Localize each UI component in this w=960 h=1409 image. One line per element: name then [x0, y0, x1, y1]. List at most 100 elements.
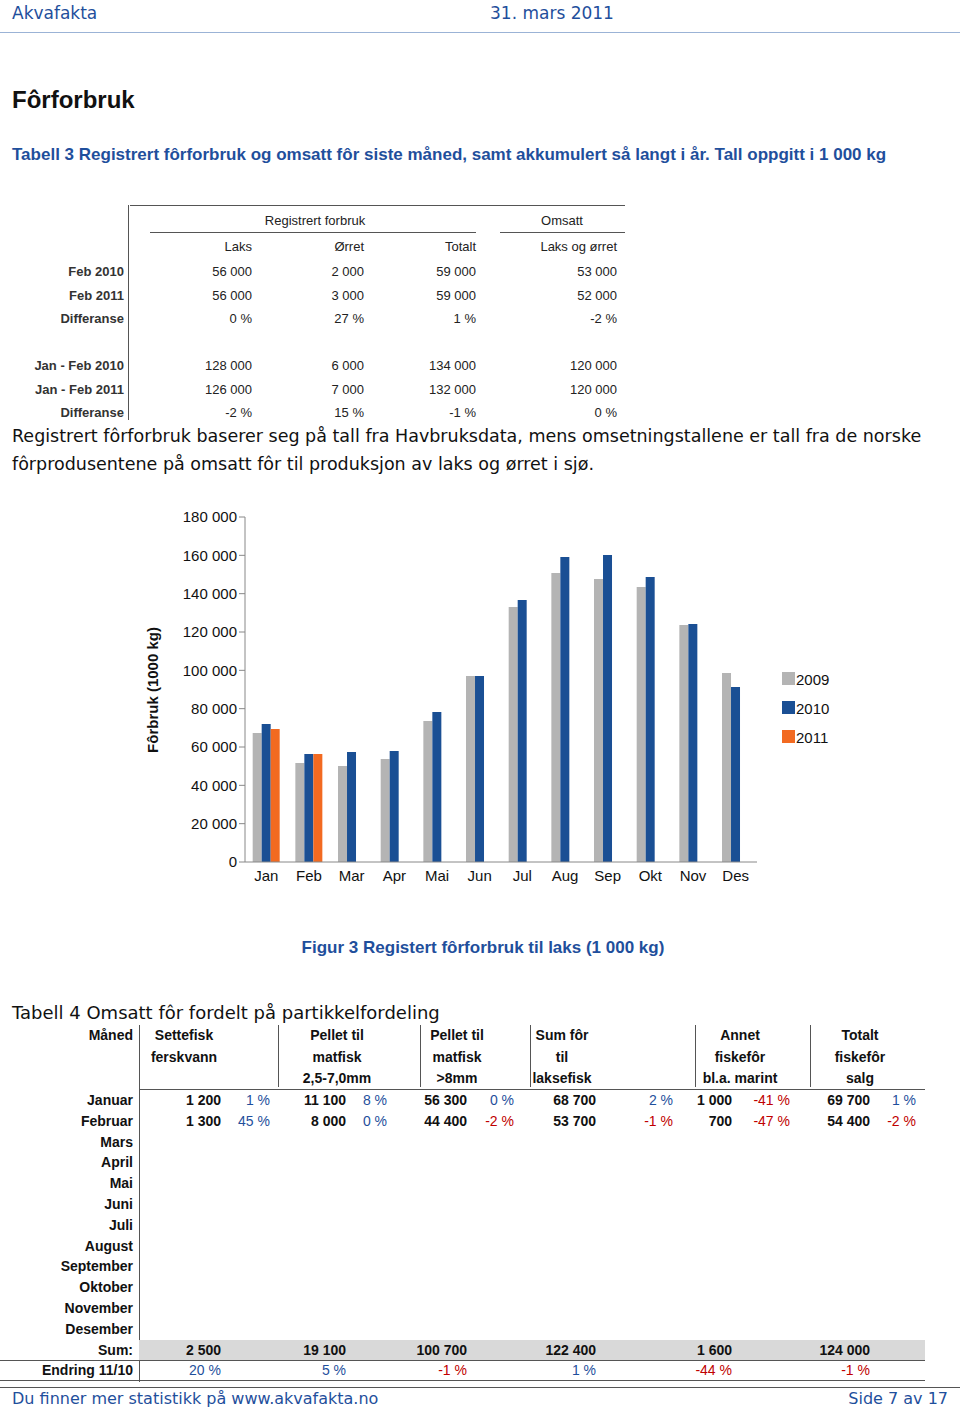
html-text:Laks: Laks — [224, 238, 252, 254]
svg-text:120 000: 120 000 — [183, 623, 237, 640]
svg-text:20 000: 20 000 — [191, 815, 237, 832]
html-text:19 100: 19 100 — [303, 1341, 346, 1358]
html-text:ferskvann: ferskvann — [150, 1048, 218, 1065]
html-text:124 000: 124 000 — [819, 1341, 870, 1358]
html-text:Differanse: Differanse — [60, 404, 124, 420]
html-text:59 000: 59 000 — [436, 263, 476, 279]
html-text:Laks og ørret: Laks og ørret — [540, 238, 617, 254]
html-text:2 500: 2 500 — [186, 1341, 221, 1358]
svg-text:Feb: Feb — [296, 867, 322, 884]
svg-text:160 000: 160 000 — [183, 547, 237, 564]
svg-text:140 000: 140 000 — [183, 585, 237, 602]
html-text:Fôrbruk (1000 kg): Fôrbruk (1000 kg) — [143, 627, 161, 753]
html-text:Mai: Mai — [109, 1175, 133, 1192]
html-text:-2 %: -2 % — [225, 404, 252, 420]
html-text:-2 %: -2 % — [485, 1112, 514, 1129]
html-text:Omsatt: Omsatt — [541, 212, 583, 228]
svg-text:Mai: Mai — [425, 867, 449, 884]
html-text:Desember: Desember — [65, 1320, 133, 1337]
svg-text:Sep: Sep — [594, 867, 621, 884]
html-text:Juli: Juli — [108, 1216, 133, 1233]
html-text:128 000: 128 000 — [205, 357, 252, 373]
html-text:Ørret: Ørret — [334, 238, 364, 254]
svg-text:180 000: 180 000 — [183, 508, 237, 525]
html-text:2010: 2010 — [796, 699, 830, 717]
html-text:Figur 3 Registert fôrforbruk t: Figur 3 Registert fôrforbruk til laks (1… — [301, 938, 665, 957]
html-text:0 %: 0 % — [362, 1112, 387, 1129]
html-text:Mars: Mars — [100, 1133, 133, 1150]
html-text:fiskefôr: fiskefôr — [714, 1048, 766, 1065]
html-text:matfisk: matfisk — [312, 1048, 362, 1065]
html-text:2009: 2009 — [796, 670, 830, 688]
html-text:Tabell 3 Registrert fôrforbruk: Tabell 3 Registrert fôrforbruk og omsatt… — [12, 145, 887, 164]
html-text:53 700: 53 700 — [553, 1112, 596, 1129]
html-text:56 000: 56 000 — [212, 263, 252, 279]
svg-text:Jan: Jan — [254, 867, 278, 884]
html-text:Side 7 av 17: Side 7 av 17 — [848, 1388, 948, 1408]
html-text:15 %: 15 % — [334, 404, 364, 420]
html-text:8 000: 8 000 — [311, 1112, 346, 1129]
html-text:53 000: 53 000 — [577, 263, 617, 279]
html-text:1 %: 1 % — [453, 310, 476, 326]
svg-text:0: 0 — [229, 853, 237, 870]
html-text:fiskefôr: fiskefôr — [834, 1048, 886, 1065]
html-text:1 %: 1 % — [571, 1362, 596, 1379]
svg-text:80 000: 80 000 — [191, 700, 237, 717]
html-text:134 000: 134 000 — [429, 357, 476, 373]
svg-text:Okt: Okt — [639, 867, 663, 884]
html-text:Registrert forbruk: Registrert forbruk — [264, 212, 366, 228]
html-text:Registrert fôrforbruk baserer: Registrert fôrforbruk baserer seg på tal… — [12, 426, 922, 474]
html-text:31. mars 2011: 31. mars 2011 — [490, 3, 614, 23]
svg-text:Jul: Jul — [513, 867, 532, 884]
html-text:54 400: 54 400 — [827, 1112, 870, 1129]
html-text:August: August — [84, 1237, 133, 1254]
html-text:6 000: 6 000 — [331, 357, 364, 373]
html-text:-2 %: -2 % — [590, 310, 617, 326]
html-text:Jan - Feb 2010: Jan - Feb 2010 — [34, 357, 124, 373]
html-text:matfisk: matfisk — [432, 1048, 482, 1065]
html-text:Oktober: Oktober — [79, 1279, 133, 1296]
html-text:Akvafakta: Akvafakta — [12, 3, 98, 23]
html-text:45 %: 45 % — [238, 1112, 270, 1129]
html-text:20 %: 20 % — [189, 1362, 221, 1379]
html-text:Totalt: Totalt — [444, 238, 476, 254]
html-text:Feb 2010: Feb 2010 — [68, 263, 124, 279]
html-text:Sum:: Sum: — [98, 1341, 133, 1358]
html-text:Fôrforbruk: Fôrforbruk — [12, 86, 135, 113]
html-text:1 600: 1 600 — [697, 1341, 732, 1358]
html-text:2011: 2011 — [796, 728, 829, 746]
html-text:2 000: 2 000 — [331, 263, 364, 279]
html-text:Endring 11/10: Endring 11/10 — [42, 1362, 133, 1379]
html-text:0 %: 0 % — [229, 310, 252, 326]
html-text:September: September — [60, 1258, 133, 1275]
html-text:April: April — [101, 1154, 133, 1171]
html-text:122 400: 122 400 — [545, 1341, 596, 1358]
svg-text:Jun: Jun — [468, 867, 492, 884]
svg-text:Des: Des — [722, 867, 749, 884]
svg-text:Apr: Apr — [383, 867, 406, 884]
html-text:-47 %: -47 % — [753, 1112, 790, 1129]
html-text:Februar: Februar — [80, 1112, 133, 1129]
html-text:100 700: 100 700 — [416, 1341, 467, 1358]
html-text:-1 %: -1 % — [438, 1362, 467, 1379]
html-text:-1 %: -1 % — [841, 1362, 870, 1379]
svg-text:60 000: 60 000 — [191, 738, 237, 755]
html-text:-2 %: -2 % — [887, 1112, 916, 1129]
html-text:-44 %: -44 % — [695, 1362, 732, 1379]
svg-text:40 000: 40 000 — [191, 777, 237, 794]
html-text:5 %: 5 % — [321, 1362, 346, 1379]
html-text:Tabell 4 Omsatt fôr fordelt på: Tabell 4 Omsatt fôr fordelt på partikkel… — [12, 1001, 440, 1023]
html-text:700: 700 — [708, 1112, 732, 1129]
html-text:-1 %: -1 % — [449, 404, 476, 420]
html-text:120 000: 120 000 — [570, 357, 617, 373]
html-text:27 %: 27 % — [334, 310, 364, 326]
html-text:Du finner mer statistikk på ww: Du finner mer statistikk på www.akvafakt… — [12, 1388, 379, 1408]
html-text:-1 %: -1 % — [644, 1112, 673, 1129]
html-text:44 400: 44 400 — [424, 1112, 467, 1129]
html-text:Differanse: Differanse — [60, 310, 124, 326]
svg-text:100 000: 100 000 — [183, 662, 237, 679]
html-text:1 300: 1 300 — [186, 1112, 221, 1129]
svg-text:Aug: Aug — [552, 867, 579, 884]
svg-text:Mar: Mar — [339, 867, 365, 884]
svg-text:Nov: Nov — [680, 867, 707, 884]
